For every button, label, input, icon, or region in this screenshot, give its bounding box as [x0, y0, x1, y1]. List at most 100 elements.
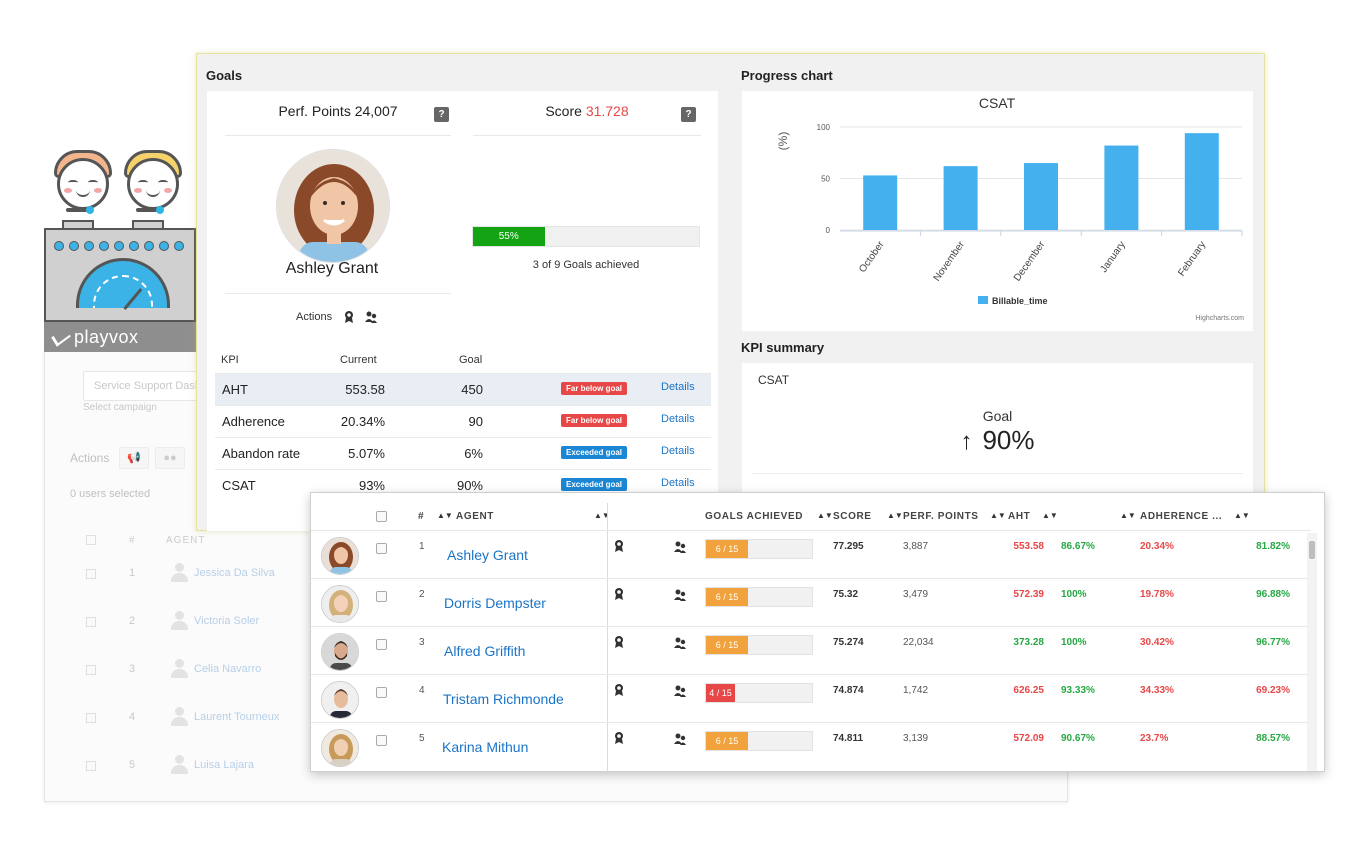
bg-table-row[interactable]: 1 Jessica Da Silva — [72, 563, 332, 611]
kpi-details-link[interactable]: Details — [661, 381, 695, 393]
sort-icon[interactable]: ▲▼ — [990, 511, 1006, 520]
bg-row-name[interactable]: Victoria Soler — [194, 615, 260, 627]
bg-row-checkbox[interactable] — [86, 569, 96, 579]
kpi-row[interactable]: Adherence 20.34% 90 Far below goal Details — [215, 405, 711, 437]
col-adherence[interactable]: ADHERENCE ... — [1140, 511, 1223, 522]
award-icon[interactable] — [613, 635, 625, 649]
kpi-value: 86.67% — [1061, 541, 1095, 552]
award-icon[interactable] — [613, 539, 625, 553]
sort-icon[interactable]: ▲▼ — [1234, 511, 1250, 520]
goals-progress-fill: 55% — [473, 227, 545, 246]
row-checkbox[interactable] — [376, 639, 387, 650]
col-perf-points[interactable]: PERF. POINTS — [903, 511, 979, 522]
award-icon[interactable] — [613, 731, 625, 745]
kpi-goal: 6% — [464, 446, 483, 461]
award-icon[interactable] — [613, 683, 625, 697]
bg-row-num: 1 — [129, 567, 136, 579]
score-value: 75.32 — [833, 589, 859, 600]
csat-bar-chart: CSAT (%) 0 50 100 October November December Janu… — [776, 95, 1244, 322]
agent-name-link[interactable]: Tristam Richmonde — [443, 691, 564, 707]
kpi-value: 69.23% — [1256, 685, 1290, 696]
score-value: 74.811 — [833, 733, 864, 744]
sort-icon[interactable]: ▲▼ — [437, 511, 453, 520]
kpi-value: 90.67% — [1061, 733, 1095, 744]
users-button[interactable]: ●● — [155, 447, 185, 469]
col-aht[interactable]: AHT — [1008, 511, 1031, 522]
coaching-users-icon[interactable] — [673, 636, 687, 650]
award-icon[interactable] — [342, 310, 356, 324]
aht-value: 373.28 — [1013, 637, 1044, 648]
agent-name-link[interactable]: Alfred Griffith — [444, 643, 526, 659]
row-num: 5 — [419, 733, 425, 744]
perf-points-help-icon[interactable]: ? — [434, 107, 449, 122]
col-score[interactable]: SCORE — [833, 511, 872, 522]
table-row[interactable]: 4 Tristam Richmonde 4 / 15 74.874 1,742 626.2… — [311, 674, 1311, 722]
agent-name-link[interactable]: Karina Mithun — [442, 739, 529, 755]
goals-title: Goals — [206, 68, 243, 83]
col-agent[interactable]: AGENT — [456, 511, 494, 522]
kpi-details-link[interactable]: Details — [661, 445, 695, 457]
kpi-row[interactable]: CSAT 93% 90% Exceeded goal Details — [215, 469, 711, 501]
table-scrollbar[interactable] — [1307, 533, 1317, 771]
coaching-users-icon[interactable] — [673, 588, 687, 602]
agent-avatar — [321, 537, 359, 575]
table-row[interactable]: 2 Dorris Dempster 6 / 15 75.32 3,479 572.39 10… — [311, 578, 1311, 626]
bg-row-name[interactable]: Laurent Tourneux — [194, 711, 280, 723]
score-help-icon[interactable]: ? — [681, 107, 696, 122]
bg-row-checkbox[interactable] — [86, 665, 96, 675]
bg-table-row[interactable]: 4 Laurent Tourneux — [72, 707, 332, 755]
bg-row-checkbox[interactable] — [86, 617, 96, 627]
coaching-users-icon[interactable] — [673, 540, 687, 554]
row-checkbox[interactable] — [376, 591, 387, 602]
sort-icon[interactable]: ▲▼ — [1120, 511, 1136, 520]
aht-value: 553.58 — [1013, 541, 1044, 552]
kpi-details-link[interactable]: Details — [661, 477, 695, 489]
kpi-name: Adherence — [222, 414, 285, 429]
bg-table-row[interactable]: 3 Celia Navarro — [72, 659, 332, 707]
bg-select-all-checkbox[interactable] — [86, 535, 96, 545]
row-checkbox[interactable] — [376, 543, 387, 554]
bg-row-name[interactable]: Luisa Lajara — [194, 759, 254, 771]
coaching-users-icon[interactable] — [673, 732, 687, 746]
kpi-row[interactable]: Abandon rate 5.07% 6% Exceeded goal Details — [215, 437, 711, 469]
sort-icon[interactable]: ▲▼ — [594, 511, 610, 520]
row-checkbox[interactable] — [376, 687, 387, 698]
sort-icon[interactable]: ▲▼ — [817, 511, 833, 520]
kpi-value: 96.88% — [1256, 589, 1290, 600]
row-num: 2 — [419, 589, 425, 600]
kpi-current: 5.07% — [348, 446, 385, 461]
score-value: 74.874 — [833, 685, 864, 696]
perf-points-value: 3,139 — [903, 733, 929, 744]
coaching-users-icon[interactable] — [364, 310, 378, 324]
x-tick-label: October — [857, 239, 887, 275]
kpi-row[interactable]: AHT 553.58 450 Far below goal Details — [215, 373, 711, 405]
table-row[interactable]: 1 Ashley Grant 6 / 15 77.295 3,887 553.58 86.6… — [311, 530, 1311, 578]
adherence-value: 19.78% — [1140, 589, 1174, 600]
col-goals-achieved[interactable]: GOALS ACHIEVED — [705, 511, 804, 522]
bg-row-checkbox[interactable] — [86, 713, 96, 723]
x-tick-label: December — [1012, 239, 1048, 284]
campaign-select[interactable]: Service Support Dash — [83, 371, 213, 401]
sort-icon[interactable]: ▲▼ — [887, 511, 903, 520]
coaching-users-icon[interactable] — [673, 684, 687, 698]
table-row[interactable]: 5 Karina Mithun 6 / 15 74.811 3,139 572.09 90.… — [311, 722, 1311, 770]
megaphone-button[interactable]: 📢 — [119, 447, 149, 469]
table-row[interactable]: 3 Alfred Griffith 6 / 15 75.274 22,034 373.28… — [311, 626, 1311, 674]
score-value: 77.295 — [833, 541, 864, 552]
bg-row-name[interactable]: Jessica Da Silva — [194, 567, 275, 579]
brand-name: playvox — [74, 327, 139, 347]
select-all-checkbox[interactable] — [376, 511, 387, 522]
goals-achieved-bar: 4 / 15 — [705, 683, 813, 703]
sort-icon[interactable]: ▲▼ — [1042, 511, 1058, 520]
award-icon[interactable] — [613, 587, 625, 601]
agent-name-link[interactable]: Dorris Dempster — [444, 595, 546, 611]
agent-name-link[interactable]: Ashley Grant — [447, 547, 528, 563]
bg-row-checkbox[interactable] — [86, 761, 96, 771]
row-checkbox[interactable] — [376, 735, 387, 746]
y-tick-label: 0 — [826, 226, 831, 235]
bg-table-row[interactable]: 2 Victoria Soler — [72, 611, 332, 659]
kpi-details-link[interactable]: Details — [661, 413, 695, 425]
bg-row-name[interactable]: Celia Navarro — [194, 663, 262, 675]
x-tick-label: November — [932, 239, 968, 284]
bg-table-row[interactable]: 5 Luisa Lajara — [72, 755, 332, 803]
